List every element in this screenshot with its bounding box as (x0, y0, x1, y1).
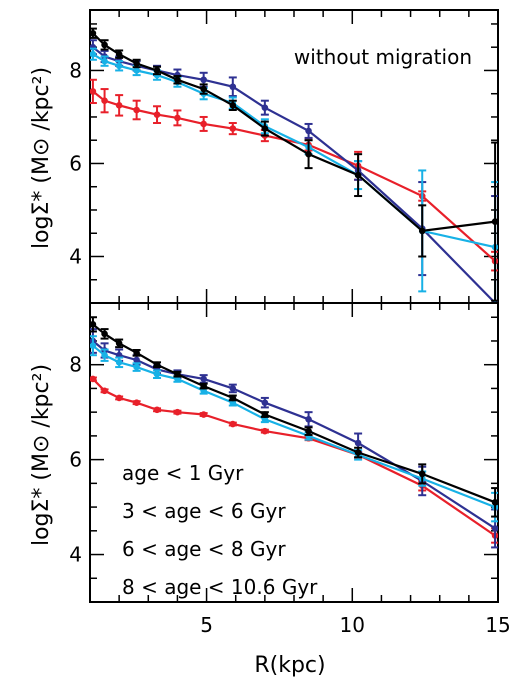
data-point (305, 150, 312, 158)
data-point (354, 449, 362, 456)
data-point (133, 106, 140, 114)
data-point (229, 420, 237, 428)
data-point (133, 363, 140, 371)
data-point (229, 394, 237, 402)
data-point (491, 525, 498, 532)
y-tick-label: 8 (69, 58, 82, 82)
data-point (133, 60, 140, 67)
data-point (261, 411, 269, 418)
data-point (229, 125, 237, 132)
series-0 (90, 78, 498, 272)
data-point (418, 470, 426, 478)
data-point (174, 408, 181, 416)
data-point (90, 342, 97, 350)
data-point (115, 62, 123, 70)
data-point (261, 125, 269, 132)
data-point (101, 57, 108, 65)
data-point (261, 104, 269, 111)
data-point (305, 415, 312, 423)
series-3 (90, 27, 498, 302)
legend-entry-age-8-10-6: 8 < age < 10.6 Gyr (122, 575, 318, 599)
legend-entry-age-3-6: 3 < age < 6 Gyr (122, 499, 286, 523)
data-point (133, 356, 140, 364)
data-point (261, 427, 269, 435)
data-point (90, 88, 97, 95)
data-point (153, 370, 161, 378)
data-point (200, 382, 207, 390)
x-tick-label: 10 (340, 613, 365, 637)
y-tick-label: 4 (69, 543, 82, 567)
data-point (101, 387, 108, 395)
data-point (229, 83, 237, 91)
data-point (90, 321, 97, 328)
data-point (354, 439, 362, 447)
data-point (200, 120, 207, 128)
series-1 (90, 39, 498, 303)
y-tick-label: 6 (69, 151, 82, 175)
series-2 (90, 335, 498, 523)
data-point (229, 385, 237, 392)
data-point (153, 361, 161, 368)
data-point (115, 394, 123, 402)
data-point (200, 76, 207, 84)
x-axis-title: R(kpc) (254, 653, 325, 678)
data-point (200, 375, 207, 383)
series-2 (90, 47, 498, 303)
data-point (200, 411, 207, 418)
data-point (305, 427, 312, 435)
data-point (115, 50, 123, 58)
legend-entry-age-lt-1: age < 1 Gyr (122, 461, 244, 485)
series-line (92, 46, 496, 303)
series-line (92, 90, 496, 262)
data-point (174, 114, 181, 122)
data-point (491, 499, 498, 506)
data-point (101, 41, 108, 49)
data-point (115, 102, 123, 109)
data-point (101, 351, 108, 359)
y-tick-label: 6 (69, 448, 82, 472)
legend-entry-age-6-8: 6 < age < 8 Gyr (122, 537, 286, 561)
data-point (133, 349, 140, 357)
data-point (174, 76, 181, 84)
panel-bottom: 4 6 8 5 10 15 (69, 302, 511, 637)
x-tick-label: 5 (200, 613, 213, 637)
data-point (305, 127, 312, 135)
y-axis-title-bottom: logΣ* (M⊙ /kpc²) (29, 364, 54, 546)
series-line (92, 53, 496, 249)
data-point (153, 406, 161, 414)
data-point (115, 359, 123, 366)
series-3 (90, 316, 498, 518)
y-axis-title-top: logΣ* (M⊙ /kpc²) (29, 67, 54, 249)
data-point (90, 29, 97, 37)
data-point (229, 102, 237, 109)
data-point (174, 370, 181, 378)
data-point (153, 67, 161, 74)
x-tick-label: 15 (485, 613, 510, 637)
data-point (354, 171, 362, 179)
data-point (200, 85, 207, 93)
data-point (491, 218, 498, 225)
panel-top: 4 6 8 (69, 9, 499, 304)
panel-annotation: without migration (294, 45, 472, 69)
data-point (133, 67, 140, 74)
data-point (115, 340, 123, 347)
data-point (153, 111, 161, 118)
data-point (133, 399, 140, 406)
legend: age < 1 Gyr 3 < age < 6 Gyr 6 < age < 8 … (122, 461, 318, 599)
data-point (418, 227, 426, 235)
data-point (101, 330, 108, 338)
y-tick-label: 8 (69, 353, 82, 377)
data-point (101, 97, 108, 104)
data-point (90, 375, 97, 383)
data-point (90, 50, 97, 58)
y-tick-label: 4 (69, 244, 82, 268)
data-point (261, 399, 269, 406)
